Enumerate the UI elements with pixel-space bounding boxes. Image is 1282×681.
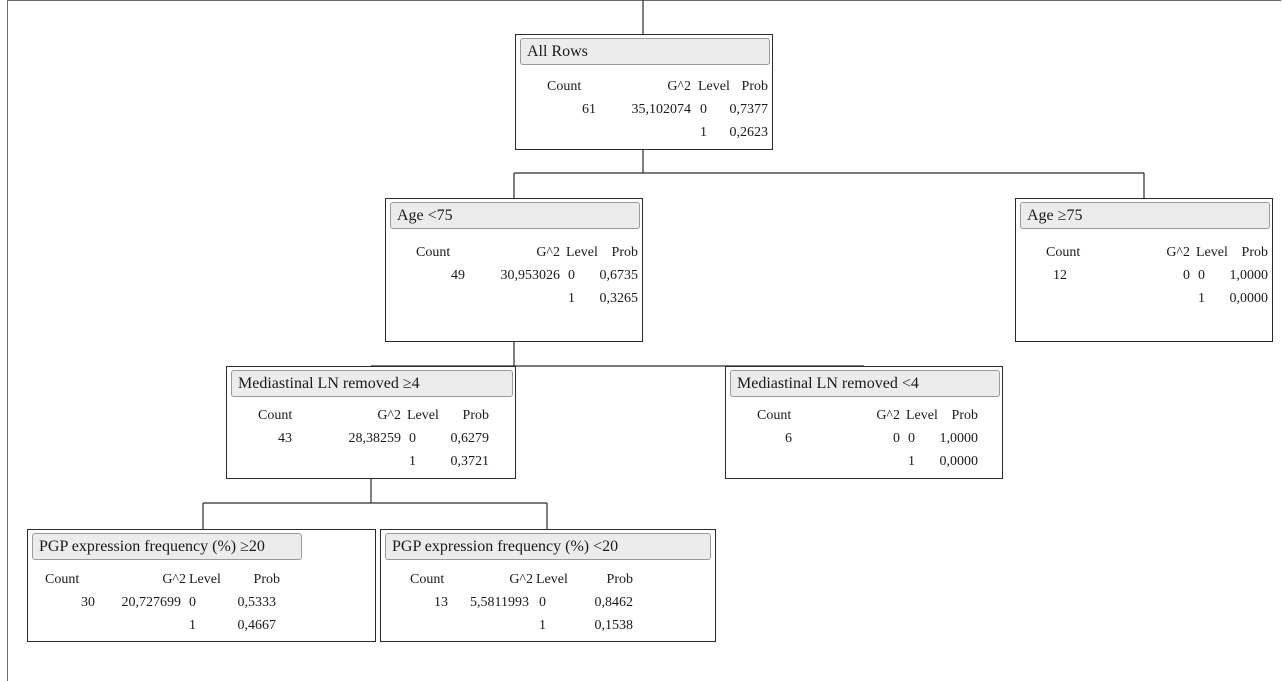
header-level: Level [698,79,730,94]
prob-value: 0,2623 [729,125,769,140]
prob-value: 0,3265 [599,291,639,306]
prob-value: 0,8462 [594,595,634,610]
level-value: 0 [409,431,416,446]
level-value: 0 [700,102,707,117]
prob-value: 0,7377 [729,102,769,117]
level-value: 0 [568,268,575,283]
node-age-lt-75[interactable]: Age <75 Count G^2 Level Prob 49 30,95302… [385,198,643,342]
header-count: Count [410,572,445,587]
node-ln-lt-4[interactable]: Mediastinal LN removed <4 Count G^2 Leve… [725,366,1003,479]
header-g2: G^2 [667,79,691,94]
header-prob: Prob [462,408,489,423]
count-value: 13 [434,595,448,610]
header-g2: G^2 [1166,245,1190,260]
level-value: 1 [539,618,546,633]
node-age-ge-75[interactable]: Age ≥75 Count G^2 Level Prob 12 0 0 1,00… [1015,198,1273,342]
level-value: 0 [908,431,915,446]
node-title: All Rows [520,38,770,65]
header-prob: Prob [741,79,768,94]
count-value: 12 [1053,268,1067,283]
header-level: Level [566,245,598,260]
level-value: 1 [908,454,915,469]
header-level: Level [536,572,568,587]
header-count: Count [416,245,451,260]
header-count: Count [757,408,792,423]
header-g2: G^2 [876,408,900,423]
count-value: 43 [278,431,292,446]
g2-value: 5,5811993 [470,595,529,610]
prob-value: 0,1538 [594,618,634,633]
header-prob: Prob [253,572,280,587]
prob-value: 0,0000 [1229,291,1269,306]
g2-value: 0 [893,431,900,446]
header-g2: G^2 [162,572,186,587]
node-title: Mediastinal LN removed <4 [730,370,1000,397]
prob-value: 1,0000 [939,431,979,446]
level-value: 1 [189,618,196,633]
diagram-frame [7,0,1281,681]
header-level: Level [189,572,221,587]
count-value: 30 [81,595,95,610]
prob-value: 0,6279 [450,431,490,446]
node-title: PGP expression frequency (%) ≥20 [32,533,302,560]
g2-value: 0 [1183,268,1190,283]
prob-value: 0,6735 [599,268,639,283]
prob-value: 0,5333 [237,595,277,610]
header-count: Count [45,572,80,587]
header-level: Level [1196,245,1228,260]
node-ln-ge-4[interactable]: Mediastinal LN removed ≥4 Count G^2 Leve… [226,366,516,479]
count-value: 6 [785,431,792,446]
prob-value: 1,0000 [1229,268,1269,283]
node-pgp-lt-20[interactable]: PGP expression frequency (%) <20 Count G… [380,529,716,642]
header-level: Level [906,408,938,423]
node-pgp-ge-20[interactable]: PGP expression frequency (%) ≥20 Count G… [27,529,376,642]
prob-value: 0,0000 [939,454,979,469]
level-value: 0 [539,595,546,610]
level-value: 0 [189,595,196,610]
g2-value: 20,727699 [121,595,182,610]
g2-value: 35,102074 [631,102,692,117]
header-prob: Prob [606,572,633,587]
node-title: Age ≥75 [1020,202,1270,229]
count-value: 49 [451,268,465,283]
level-value: 1 [568,291,575,306]
header-count: Count [1046,245,1081,260]
level-value: 1 [700,125,707,140]
header-prob: Prob [611,245,638,260]
level-value: 0 [1198,268,1205,283]
prob-value: 0,4667 [237,618,277,633]
header-count: Count [547,79,582,94]
g2-value: 28,38259 [348,431,402,446]
header-g2: G^2 [536,245,560,260]
node-title: Mediastinal LN removed ≥4 [231,370,513,397]
node-title: PGP expression frequency (%) <20 [385,533,711,560]
level-value: 1 [409,454,416,469]
header-level: Level [407,408,439,423]
level-value: 1 [1198,291,1205,306]
g2-value: 30,953026 [500,268,561,283]
header-g2: G^2 [377,408,401,423]
header-g2: G^2 [509,572,533,587]
header-prob: Prob [1241,245,1268,260]
header-count: Count [258,408,293,423]
node-title: Age <75 [390,202,640,229]
header-prob: Prob [951,408,978,423]
count-value: 61 [582,102,596,117]
prob-value: 0,3721 [450,454,490,469]
node-all-rows[interactable]: All Rows Count G^2 Level Prob 61 35,1020… [515,34,773,150]
